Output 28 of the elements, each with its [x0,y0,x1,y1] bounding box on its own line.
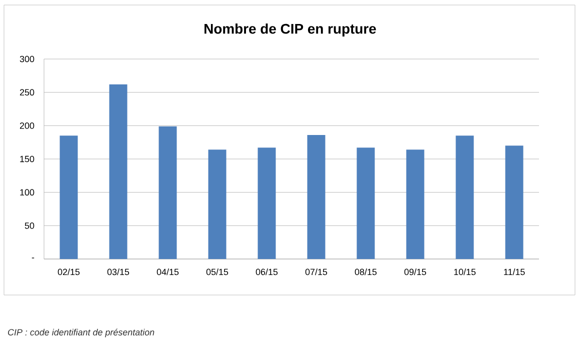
text: CIP : code identifiant de présentation [8,328,154,338]
x-tick-label: 06/15 [256,268,278,276]
x-tick-label: 10/15 [454,268,476,276]
chart-title: Nombre de CIP en rupture [204,23,376,36]
bar [258,148,276,259]
y-tick-label: 100 [20,189,34,196]
x-tick-label: 02/15 [58,268,80,276]
bar [307,135,326,259]
x-tick-label: 11/15 [504,268,525,276]
x-tick-label: 05/15 [206,268,228,276]
x-tick-label: 08/15 [354,268,377,276]
bar [208,150,226,259]
x-tick-label: 07/15 [305,268,328,276]
y-tick-label: 250 [20,89,34,96]
x-tick-label: 04/15 [156,268,179,276]
bar [406,150,424,259]
bar [60,136,78,259]
y-tick-label: 50 [24,222,34,229]
x-tick-label: 03/15 [107,268,130,276]
y-tick-label: 300 [20,56,34,62]
bar [456,136,474,259]
bar [505,146,524,259]
bar [356,148,375,259]
bar [109,84,128,259]
y-tick-label: 200 [20,122,34,129]
bar [158,126,177,259]
y-tick-label: 150 [20,156,34,162]
x-tick-label: 09/15 [404,268,426,276]
